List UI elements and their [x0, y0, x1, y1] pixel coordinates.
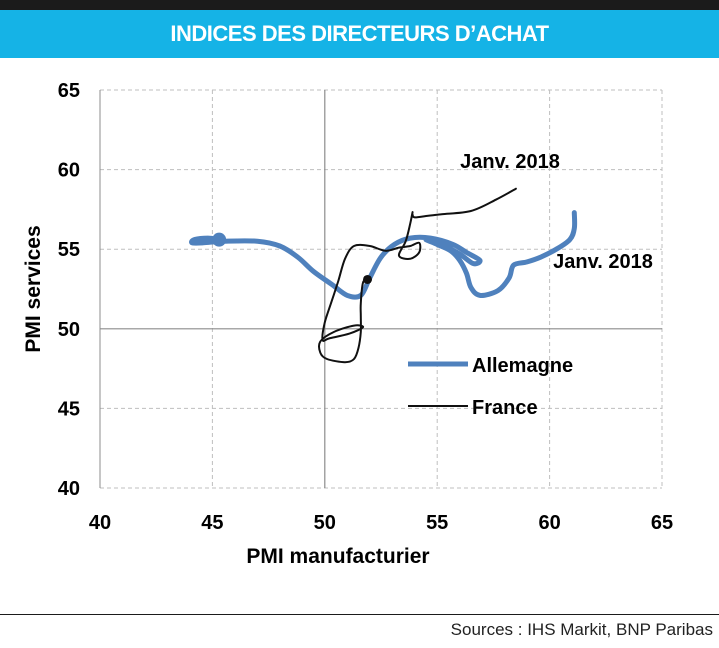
- allemagne-janv-2018-label: Janv. 2018: [553, 251, 653, 273]
- bottom-rule: [0, 614, 719, 615]
- grid-layer: [99, 89, 663, 489]
- top-rule: [0, 0, 719, 10]
- y-tick-label-65: 65: [58, 80, 80, 102]
- pmi-chart: 40 45 50 55 60 65 40 45 50 55 60 65 PMI services PM…: [22, 80, 673, 568]
- series-start-marker-allemagne: [212, 232, 227, 247]
- x-tick-label-65: 65: [651, 512, 673, 534]
- chart-title: INDICES DES DIRECTEURS D’ACHAT: [170, 21, 549, 46]
- x-tick-label-50: 50: [314, 512, 336, 534]
- series-layer: [189, 187, 578, 364]
- france-janv-2018-label: Janv. 2018: [460, 151, 560, 173]
- y-axis-label: PMI services: [22, 225, 45, 352]
- x-tick-label-55: 55: [426, 512, 448, 534]
- x-tick-label-60: 60: [538, 512, 560, 534]
- y-tick-label-50: 50: [58, 319, 80, 341]
- series-line-allemagne: [189, 210, 578, 300]
- y-tick-label-55: 55: [58, 239, 80, 261]
- source-note: Sources : IHS Markit, BNP Paribas: [450, 620, 713, 639]
- y-tick-label-60: 60: [58, 160, 80, 182]
- y-tick-label-45: 45: [58, 398, 80, 420]
- title-bar: INDICES DES DIRECTEURS D’ACHAT: [0, 10, 719, 58]
- plot-area: 40 45 50 55 60 65 40 45 50 55 60 65 PMI services PM…: [0, 58, 719, 603]
- x-tick-label-45: 45: [201, 512, 223, 534]
- legend-label-allemagne: Allemagne: [472, 355, 573, 377]
- legend: Allemagne France: [408, 355, 573, 419]
- legend-label-france: France: [472, 397, 538, 419]
- series-line-france: [318, 187, 517, 364]
- y-tick-label-40: 40: [58, 478, 80, 500]
- x-tick-label-40: 40: [89, 512, 111, 534]
- axis-layer: 40 45 50 55 60 65 40 45 50 55 60 65: [58, 80, 673, 534]
- x-axis-label: PMI manufacturier: [246, 545, 429, 568]
- series-end-marker-france: [363, 274, 373, 284]
